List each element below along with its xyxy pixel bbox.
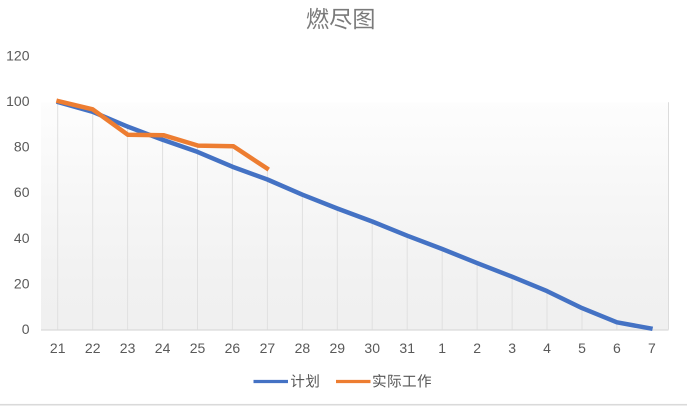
svg-text:28: 28 xyxy=(295,340,311,356)
svg-text:23: 23 xyxy=(120,340,136,356)
svg-text:31: 31 xyxy=(399,340,415,356)
svg-text:4: 4 xyxy=(543,340,551,356)
svg-text:30: 30 xyxy=(364,340,380,356)
svg-text:1: 1 xyxy=(438,340,446,356)
svg-text:5: 5 xyxy=(578,340,586,356)
svg-text:22: 22 xyxy=(85,340,101,356)
svg-text:40: 40 xyxy=(14,230,30,246)
svg-text:26: 26 xyxy=(225,340,241,356)
svg-text:2: 2 xyxy=(473,340,481,356)
svg-text:27: 27 xyxy=(260,340,276,356)
svg-text:100: 100 xyxy=(6,93,30,109)
svg-text:120: 120 xyxy=(6,47,30,63)
svg-text:3: 3 xyxy=(508,340,516,356)
svg-text:29: 29 xyxy=(330,340,346,356)
svg-text:20: 20 xyxy=(14,275,30,291)
svg-text:60: 60 xyxy=(14,184,30,200)
svg-text:25: 25 xyxy=(190,340,206,356)
svg-text:21: 21 xyxy=(50,340,66,356)
svg-text:24: 24 xyxy=(155,340,171,356)
svg-text:6: 6 xyxy=(613,340,621,356)
svg-text:0: 0 xyxy=(22,321,30,337)
svg-text:7: 7 xyxy=(648,340,656,356)
svg-text:80: 80 xyxy=(14,139,30,155)
